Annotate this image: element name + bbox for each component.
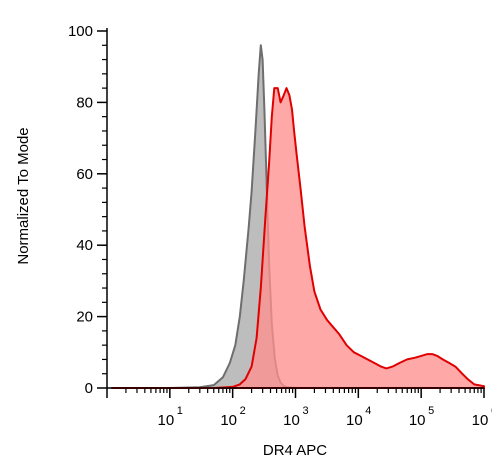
x-tick-exponent: 6 — [491, 405, 492, 417]
x-tick-exponent: 5 — [428, 405, 434, 417]
y-tick-label: 20 — [76, 309, 93, 326]
y-tick-label: 0 — [85, 380, 93, 397]
x-tick-label: 10 — [283, 412, 300, 429]
x-tick-exponent: 1 — [177, 405, 183, 417]
x-axis-label: DR4 APC — [263, 442, 327, 459]
y-axis-label: Normalized To Mode — [15, 127, 32, 264]
x-tick-exponent: 2 — [240, 405, 246, 417]
axes: 020406080100101102103104105106 — [68, 23, 492, 429]
x-tick-label: 10 — [346, 412, 363, 429]
y-tick-label: 40 — [76, 237, 93, 254]
x-tick-label: 10 — [220, 412, 237, 429]
x-tick-label: 10 — [157, 412, 174, 429]
x-tick-exponent: 4 — [365, 405, 371, 417]
plot-area — [111, 44, 485, 389]
y-tick-label: 100 — [68, 23, 93, 40]
y-tick-label: 80 — [76, 94, 93, 111]
x-tick-exponent: 3 — [302, 405, 308, 417]
y-tick-label: 60 — [76, 166, 93, 183]
x-tick-label: 10 — [409, 412, 426, 429]
x-tick-label: 10 — [472, 412, 489, 429]
histogram-series-2 — [111, 87, 485, 389]
